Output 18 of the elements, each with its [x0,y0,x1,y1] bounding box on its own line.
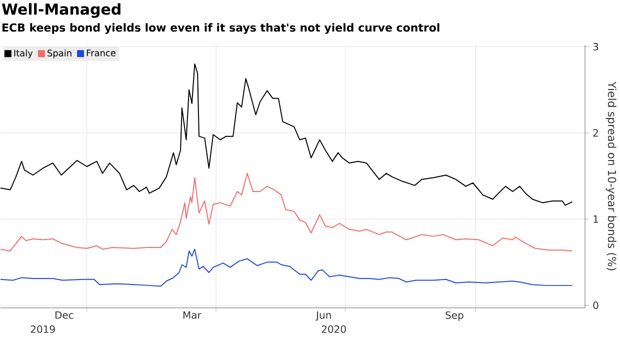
line-series [0,172,573,252]
legend-label: France [86,50,116,56]
y-tick-label: 3 [593,42,598,51]
legend-label: Spain [48,50,72,58]
legend-label: Italy [14,50,33,58]
x-tick-label: Dec [55,311,74,319]
y-axis-title: Yield spread on 10-year bonds (%) [606,82,616,270]
x-tick-label: Sep [446,311,464,321]
x-tick-label: Mar [183,311,202,319]
y-tick-label: 0 [593,302,598,310]
y-tick-label: 2 [593,129,598,137]
x2-tick-label: 2019 [30,325,55,334]
x-tick-label: Jun [316,311,331,321]
chart-subtitle: ECB keeps bond yields low even if it says that's not yield curve control [2,23,440,34]
y-tick-label: 1 [594,216,598,223]
chart-title: Well-Managed [2,3,120,18]
line-series [0,64,573,206]
x2-tick-label: 2020 [322,325,346,334]
